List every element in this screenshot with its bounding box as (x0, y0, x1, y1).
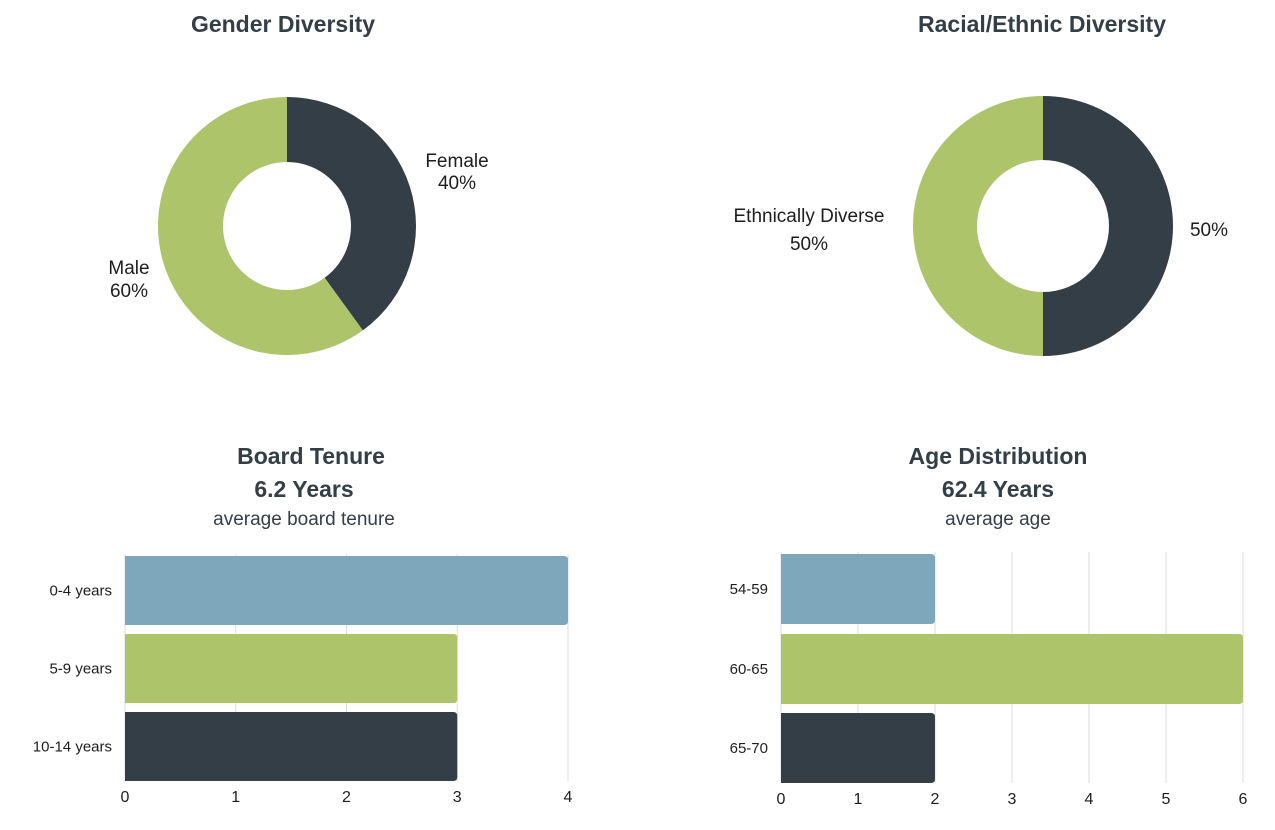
donut-slice-1 (913, 96, 1043, 356)
x-tick-label: 3 (1008, 791, 1017, 808)
x-tick-label: 1 (854, 791, 863, 808)
tenure-average: 6.2 Years (254, 476, 353, 502)
female-value: 40% (438, 173, 476, 194)
male-value: 60% (110, 281, 148, 302)
tenure-chart-title: Board Tenure (237, 443, 385, 469)
donut-slice-0 (1043, 96, 1173, 356)
bar-0 (781, 554, 935, 624)
x-tick-label: 5 (1162, 791, 1171, 808)
racial-chart-title: Racial/Ethnic Diversity (918, 11, 1166, 37)
gender-chart-title: Gender Diversity (191, 11, 375, 37)
age-caption: average age (945, 509, 1051, 530)
x-tick-label: 3 (453, 789, 462, 806)
x-tick-label: 6 (1239, 791, 1248, 808)
x-tick-label: 4 (564, 789, 573, 806)
bar-2 (781, 713, 935, 783)
diverse-value: 50% (790, 234, 828, 255)
y-category-label: 5-9 years (49, 661, 112, 678)
x-tick-label: 0 (777, 791, 786, 808)
bar-1 (125, 634, 458, 703)
bar-1 (781, 634, 1243, 704)
gender-donut (158, 97, 417, 355)
x-tick-label: 1 (231, 789, 240, 806)
y-category-label: 60-65 (730, 661, 768, 678)
x-tick-label: 2 (931, 791, 940, 808)
tenure-bar-chart: 0 1 2 3 4 0-4 years 5-9 years 10-14 years (33, 554, 573, 806)
x-tick-label: 4 (1085, 791, 1094, 808)
donut-slice-0 (287, 97, 417, 331)
y-category-label: 65-70 (730, 740, 768, 757)
y-category-label: 10-14 years (33, 739, 112, 756)
tenure-caption: average board tenure (213, 509, 395, 530)
x-tick-label: 2 (342, 789, 351, 806)
donut-slice-1 (158, 97, 363, 355)
y-category-label: 54-59 (730, 581, 768, 598)
racial-donut (913, 96, 1173, 356)
y-category-label: 0-4 years (49, 583, 112, 600)
female-label: Female (425, 151, 488, 172)
age-chart-title: Age Distribution (909, 443, 1088, 469)
bar-2 (125, 712, 458, 781)
non-diverse-value: 50% (1190, 220, 1228, 241)
age-bar-chart: 0 1 2 3 4 5 6 54-59 60-65 65-70 (730, 552, 1248, 808)
x-tick-label: 0 (121, 789, 130, 806)
bar-0 (125, 556, 568, 625)
diverse-label: Ethnically Diverse (734, 206, 885, 227)
male-label: Male (108, 258, 149, 279)
age-average: 62.4 Years (942, 476, 1054, 502)
